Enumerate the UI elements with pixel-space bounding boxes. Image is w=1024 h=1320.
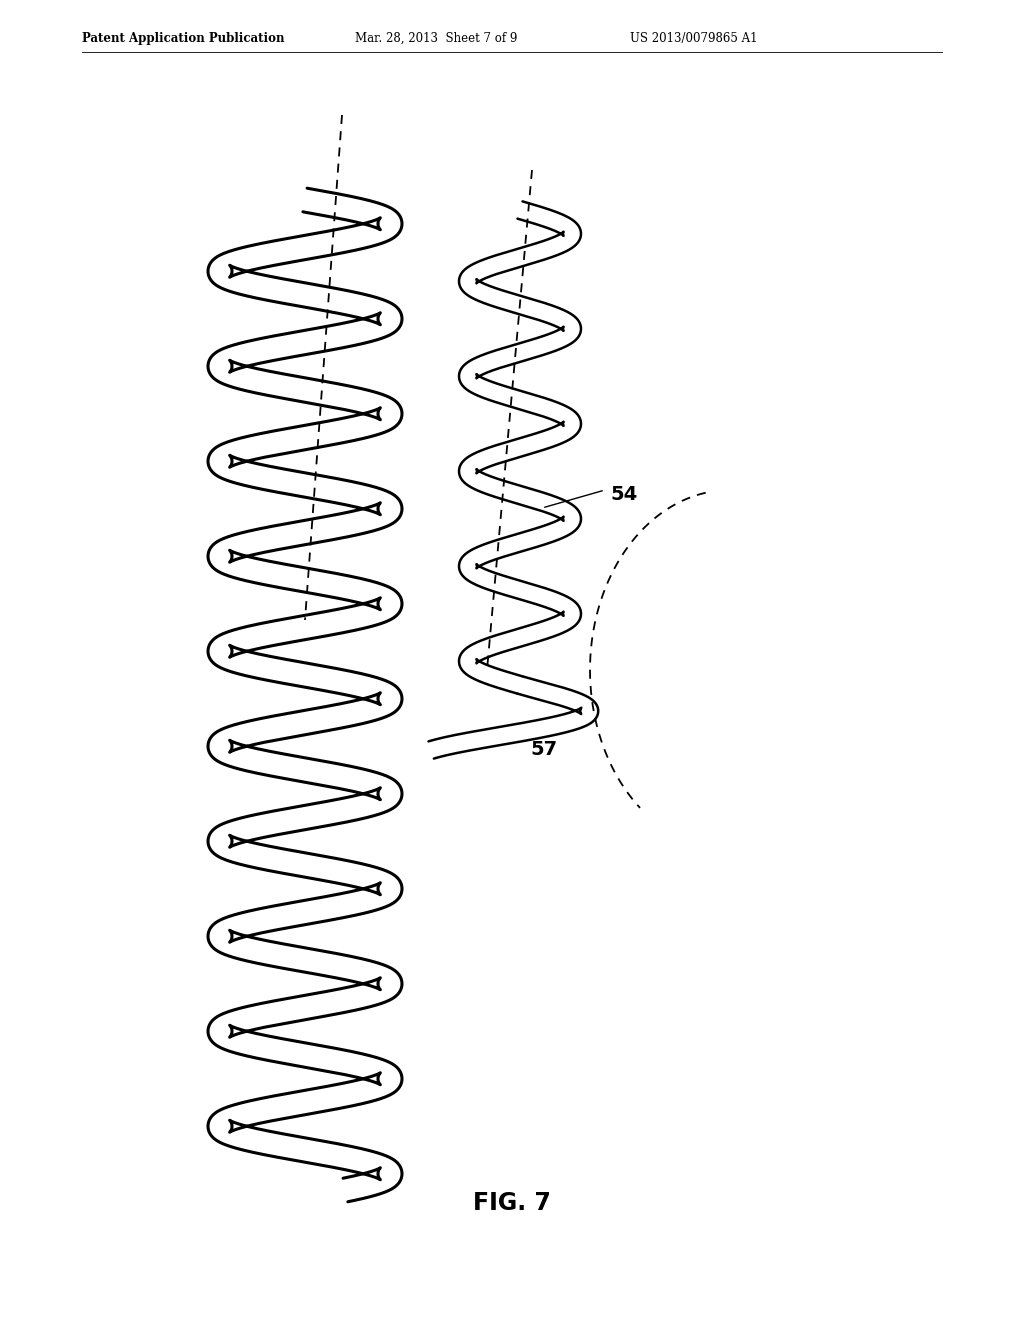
Text: 57: 57 (530, 741, 557, 759)
Text: FIG. 7: FIG. 7 (473, 1191, 551, 1214)
Text: Patent Application Publication: Patent Application Publication (82, 32, 285, 45)
Polygon shape (428, 676, 598, 759)
Polygon shape (459, 202, 581, 693)
Text: Mar. 28, 2013  Sheet 7 of 9: Mar. 28, 2013 Sheet 7 of 9 (355, 32, 517, 45)
Text: US 2013/0079865 A1: US 2013/0079865 A1 (630, 32, 758, 45)
Text: 54: 54 (610, 484, 637, 504)
Polygon shape (208, 189, 402, 1201)
